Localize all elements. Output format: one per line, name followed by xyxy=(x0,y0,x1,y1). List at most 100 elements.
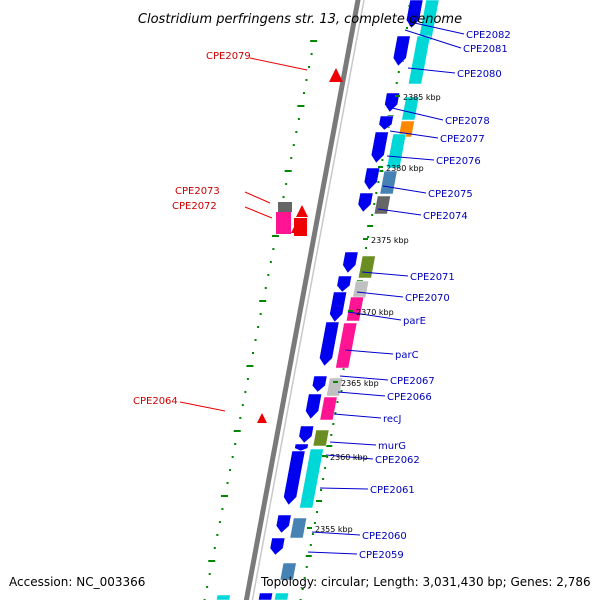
gene-label-right: murG xyxy=(378,441,406,452)
gene-arrow xyxy=(258,592,274,600)
gene-arrow xyxy=(299,448,324,509)
gene-label-right: CPE2066 xyxy=(387,392,432,403)
leader-line xyxy=(319,487,369,490)
gene-label-right: CPE2080 xyxy=(457,69,502,80)
position-label: 2385 kbp xyxy=(403,93,441,102)
tick-mark xyxy=(334,412,337,414)
tick-mark xyxy=(332,423,335,425)
position-tick xyxy=(363,238,368,240)
tick-mark xyxy=(252,352,255,354)
leader-line xyxy=(389,130,439,139)
tick-mark xyxy=(292,144,295,146)
leader-line xyxy=(407,67,456,74)
leader-line xyxy=(409,21,465,35)
gene-arrow xyxy=(352,280,370,299)
tick-mark xyxy=(326,445,333,447)
tick-mark xyxy=(305,79,308,81)
tick-mark xyxy=(290,157,293,159)
tick-mark xyxy=(239,417,242,419)
leader-line xyxy=(307,551,358,555)
position-label: 2370 kbp xyxy=(356,308,394,317)
tick-mark xyxy=(233,430,241,432)
backbone-line-inner xyxy=(251,0,365,600)
tick-mark xyxy=(322,478,325,480)
gene-label-left: CPE2064 xyxy=(133,396,178,407)
tick-mark xyxy=(241,404,244,406)
position-tick xyxy=(307,527,312,529)
gene-block xyxy=(278,202,292,212)
tick-mark xyxy=(367,225,374,227)
tick-mark xyxy=(308,66,311,68)
gene-arrow xyxy=(274,592,290,600)
tick-mark xyxy=(206,586,209,588)
gene-arrow xyxy=(357,255,376,279)
tick-mark xyxy=(297,118,300,120)
gene-label-left: CPE2072 xyxy=(172,201,217,212)
leader-line xyxy=(347,311,402,321)
tick-mark xyxy=(309,544,312,546)
gene-label-right: CPE2070 xyxy=(405,293,450,304)
rna-feature xyxy=(296,205,308,217)
leader-line xyxy=(333,413,382,419)
gene-arrow xyxy=(379,170,398,195)
gene-arrow xyxy=(373,195,391,215)
tick-mark xyxy=(371,214,374,216)
tick-mark xyxy=(324,467,327,469)
gene-label-right: CPE2077 xyxy=(440,134,485,145)
genome-backbone xyxy=(243,0,365,600)
tick-mark xyxy=(295,131,298,133)
gene-arrow xyxy=(283,450,306,506)
gene-arrow xyxy=(319,321,340,367)
leader-line xyxy=(391,107,444,121)
tick-mark xyxy=(213,547,216,549)
gene-arrow xyxy=(378,115,394,131)
gene-arrow xyxy=(357,192,374,213)
gene-arrow xyxy=(329,291,347,323)
tick-mark xyxy=(377,181,380,183)
position-tick xyxy=(348,310,353,312)
tick-mark xyxy=(208,560,216,562)
position-tick xyxy=(322,455,327,457)
tick-mark xyxy=(246,365,254,367)
gene-arrow xyxy=(279,562,297,581)
tick-mark xyxy=(259,313,262,315)
leader-line xyxy=(339,375,389,381)
tick-mark xyxy=(336,401,339,403)
gene-label-right: CPE2082 xyxy=(466,30,511,41)
gene-arrow xyxy=(326,377,343,397)
tick-mark xyxy=(244,391,247,393)
gene-block xyxy=(294,218,307,236)
tick-mark xyxy=(231,456,234,458)
gene-label-right: parE xyxy=(403,316,426,327)
tick-mark xyxy=(234,443,237,445)
gene-features xyxy=(216,0,440,600)
tick-marks xyxy=(203,5,415,600)
leader-line xyxy=(244,191,271,204)
tick-mark xyxy=(302,92,305,94)
gene-label-right: CPE2081 xyxy=(463,44,508,55)
position-tick xyxy=(378,166,383,168)
tick-mark xyxy=(259,300,267,302)
tick-mark xyxy=(267,274,270,276)
position-label: 2355 kbp xyxy=(315,525,353,534)
gene-arrow xyxy=(406,0,424,29)
tick-mark xyxy=(397,71,400,73)
gene-label-left: CPE2073 xyxy=(175,186,220,197)
position-label: 2360 kbp xyxy=(330,453,368,462)
tick-mark xyxy=(226,482,229,484)
leader-line xyxy=(249,57,308,71)
leader-line xyxy=(244,206,273,219)
gene-arrow xyxy=(305,393,323,420)
tick-mark xyxy=(315,511,318,513)
gene-label-left: CPE2079 xyxy=(206,51,251,62)
tick-mark xyxy=(271,235,279,237)
gene-arrow xyxy=(342,251,359,274)
leader-line xyxy=(337,391,386,397)
tick-mark xyxy=(311,533,314,535)
tick-mark xyxy=(313,522,316,524)
tick-mark xyxy=(320,489,323,491)
gene-label-right: CPE2062 xyxy=(375,455,420,466)
gene-label-right: CPE2060 xyxy=(362,531,407,542)
gene-label-right: CPE2059 xyxy=(359,550,404,561)
